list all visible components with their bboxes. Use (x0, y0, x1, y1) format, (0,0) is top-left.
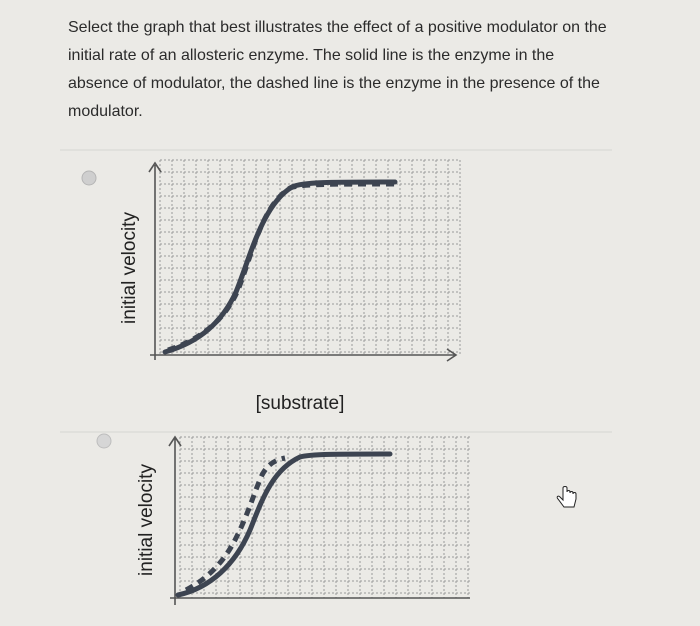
axes (148, 161, 458, 362)
dashed-curve (184, 455, 286, 593)
solid-curve (162, 179, 398, 355)
x-axis-label: [substrate] (256, 393, 345, 414)
radio-button[interactable] (81, 170, 97, 186)
hand-cursor (556, 486, 577, 508)
radio-button[interactable] (96, 433, 112, 449)
grid (179, 436, 470, 598)
axes (168, 435, 470, 605)
grid (159, 159, 461, 355)
y-axis-label: initial velocity (136, 464, 157, 576)
y-axis-label: initial velocity (119, 212, 140, 324)
solid-curve (175, 451, 393, 598)
question-text: Select the graph that best illustrates t… (68, 19, 607, 120)
dashed-curve (167, 181, 396, 353)
